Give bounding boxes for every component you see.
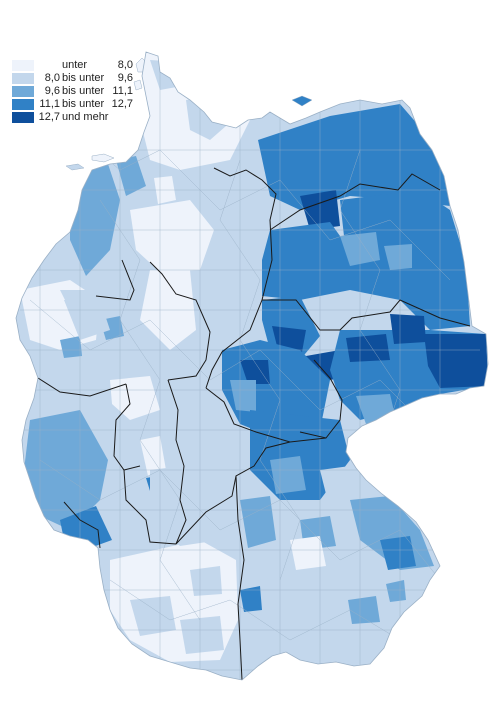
legend-row: 11,1 bis unter 12,7 xyxy=(10,98,135,111)
legend-to-value: 11,1 xyxy=(112,85,133,97)
legend-to-value: 12,7 xyxy=(111,98,133,110)
legend-range-text: und mehr xyxy=(62,111,109,123)
legend-from-value: 12,7 xyxy=(38,111,60,123)
map-legend: unter 8,0 8,0 bis unter 9,6 9,6 bis unte… xyxy=(10,59,135,124)
legend-from-value: 8,0 xyxy=(44,72,60,84)
legend-range-text: bis unter xyxy=(62,72,105,84)
legend-swatch xyxy=(12,60,34,71)
district-borders xyxy=(20,52,480,680)
legend-range-text: bis unter xyxy=(62,85,105,97)
legend-row: 12,7 und mehr xyxy=(10,111,135,124)
legend-row: unter 8,0 xyxy=(10,59,135,72)
legend-swatch xyxy=(12,99,34,110)
legend-from-value: 11,1 xyxy=(39,98,60,110)
country-outline xyxy=(15,51,489,681)
legend-to-value: 9,6 xyxy=(117,72,133,84)
legend-swatch xyxy=(12,112,34,123)
north-sea-islands xyxy=(65,57,313,171)
legend-swatch xyxy=(12,86,34,97)
legend-row: 8,0 bis unter 9,6 xyxy=(10,72,135,85)
legend-row: 9,6 bis unter 11,1 xyxy=(10,85,135,98)
legend-range-text: unter xyxy=(62,59,88,71)
legend-swatch xyxy=(12,73,34,84)
legend-from-value: 9,6 xyxy=(44,85,60,97)
legend-to-value: 8,0 xyxy=(117,59,133,71)
legend-range-text: bis unter xyxy=(62,98,105,110)
state-borders xyxy=(37,167,471,680)
